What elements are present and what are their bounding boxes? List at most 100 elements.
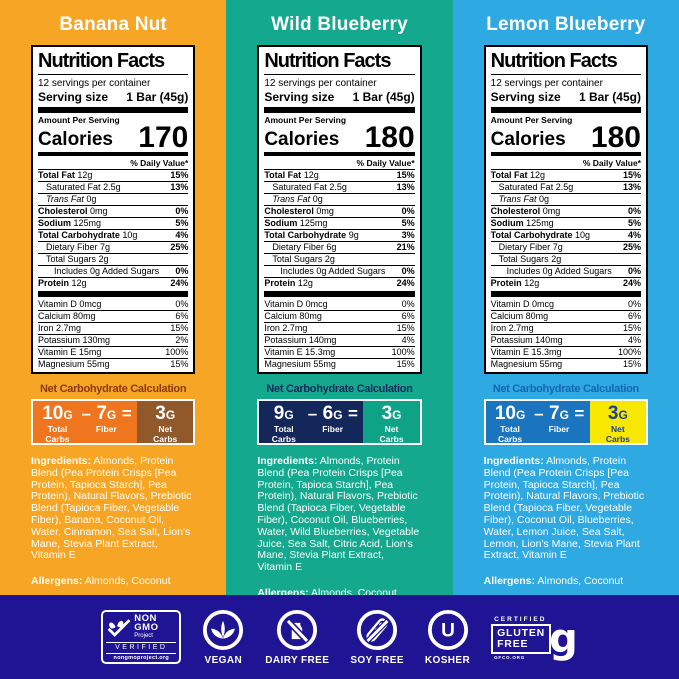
nutrient-name: Potassium 140mg <box>264 335 337 345</box>
nutrient-rows: Total Fat 12g 15% Saturated Fat 2.5g 13% Tra… <box>264 169 415 289</box>
nutrient-row: Iron 2.7mg 15% <box>38 322 189 334</box>
nutrient-name: Cholesterol 0mg <box>490 206 561 216</box>
net-carbs-value: 3 <box>381 403 393 424</box>
flavor-title: Wild Blueberry <box>271 14 408 35</box>
daily-value: 24% <box>396 278 415 288</box>
ingredients-list: Ingredients: Almonds, Protein Blend (Pea… <box>31 455 195 562</box>
fiber-unit: G <box>106 408 117 422</box>
certification-footer: NON GMO Project VERIFIED nongmoproject.o… <box>0 595 679 679</box>
daily-value: 15% <box>396 323 415 333</box>
serving-size-value: 1 Bar (45g) <box>126 90 189 104</box>
daily-value: 13% <box>170 182 189 192</box>
nutrient-row: Magnesium 55mg 15% <box>38 358 189 370</box>
serving-size-label: Serving size <box>38 90 109 104</box>
daily-value: 4% <box>175 230 189 240</box>
divider-medium <box>490 152 641 156</box>
gf-line2: FREE <box>497 638 529 650</box>
non-gmo-verified-text: VERIFIED <box>106 642 177 653</box>
daily-value: 5% <box>175 218 189 228</box>
nutrient-name: Includes 0g Added Sugars <box>280 266 386 276</box>
nutrient-row: Total Carbohydrate 9g 3% <box>264 229 415 241</box>
nutrient-row: Cholesterol 0mg 0% <box>264 205 415 217</box>
nutrient-name: Saturated Fat 2.5g <box>46 182 121 192</box>
nutrient-name: Magnesium 55mg <box>264 359 336 369</box>
allergens-text: Almonds, Coconut <box>311 586 397 595</box>
daily-value: 6% <box>175 311 189 321</box>
nutrient-row: Total Sugars 2g <box>38 253 189 265</box>
daily-value: 100% <box>617 347 641 357</box>
nutrient-name: Protein 12g <box>490 278 540 288</box>
nutrient-name: Vitamin D 0mcg <box>490 299 555 309</box>
nutrient-row: Dietary Fiber 6g 21% <box>264 241 415 253</box>
total-carbs-value: 10 <box>42 403 64 424</box>
daily-value: 0% <box>627 266 641 276</box>
daily-value: 15% <box>170 170 189 180</box>
nutrient-name: Protein 12g <box>38 278 87 288</box>
nutrient-name: Total Fat 12g <box>264 170 319 180</box>
nutrient-name: Saturated Fat 2.5g <box>272 182 347 192</box>
nutrient-row: Potassium 130mg 2% <box>38 334 189 346</box>
nutrient-name: Total Fat 12g <box>490 170 546 180</box>
allergens-label: Allergens: <box>257 586 309 595</box>
micronutrient-rows: Vitamin D 0mcg 0% Calcium 80mg 6% Iron 2.7mg… <box>490 299 641 370</box>
nutrient-row: Vitamin E 15mg 100% <box>38 346 189 358</box>
nutrient-row: Total Carbohydrate 10g 4% <box>38 229 189 241</box>
nutrient-name: Magnesium 55mg <box>490 359 563 369</box>
servings-per-container: 12 servings per container <box>38 78 151 89</box>
calories-row: Calories 180 <box>264 123 414 153</box>
nutrient-row: Saturated Fat 2.5g 13% <box>264 181 415 193</box>
gf-org-text: GFCO.ORG <box>494 655 525 660</box>
nutrient-row: Includes 0g Added Sugars 0% <box>490 265 641 277</box>
serving-size-value: 1 Bar (45g) <box>578 90 641 104</box>
nutrient-name: Cholesterol 0mg <box>264 206 334 216</box>
nutrient-name: Total Sugars 2g <box>46 254 109 264</box>
daily-value: 6% <box>627 311 641 321</box>
nutrient-row: Total Sugars 2g <box>264 253 415 265</box>
flavor-title: Lemon Blueberry <box>486 14 646 35</box>
daily-value: 15% <box>622 170 641 180</box>
daily-value: 100% <box>165 347 189 357</box>
nutrient-name: Calcium 80mg <box>264 311 322 321</box>
net-carb-title: Net Carbohydrate Calculation <box>40 383 187 395</box>
daily-value: 100% <box>391 347 415 357</box>
no-soy-icon <box>357 609 398 650</box>
nutrition-facts-heading: Nutrition Facts <box>264 49 415 75</box>
divider-thick <box>490 107 641 113</box>
equals-sign: = <box>121 404 132 423</box>
daily-value: 15% <box>170 359 189 369</box>
flavor-title: Banana Nut <box>59 14 167 35</box>
daily-value-header: % Daily Value* <box>130 158 189 168</box>
nutrient-rows: Total Fat 12g 15% Saturated Fat 2.5g 13% Tra… <box>490 169 641 289</box>
servings-per-container: 12 servings per container <box>490 78 603 89</box>
total-carbs-value: 9 <box>273 403 285 424</box>
daily-value: 5% <box>401 218 415 228</box>
daily-value: 21% <box>396 242 415 252</box>
serving-size-value: 1 Bar (45g) <box>352 90 415 104</box>
net-carbs-unit: G <box>392 408 402 422</box>
net-carbs-result: 3G Net Carbs <box>137 401 194 444</box>
svg-text:U: U <box>441 620 455 641</box>
equals-sign: = <box>574 404 585 423</box>
non-gmo-line2: GMO <box>134 622 159 633</box>
dairy-free-badge: DAIRY FREE <box>265 609 329 666</box>
total-carbs-term: 9G Total Carbs <box>265 403 303 444</box>
certified-gluten-free-badge: CERTIFIED GLUTEN FREE g GFCO.ORG <box>491 613 578 661</box>
kosher-badge: U KOSHER <box>425 609 470 666</box>
amount-per-serving-label: Amount Per Serving <box>38 115 120 125</box>
dairy-free-label: DAIRY FREE <box>265 654 330 666</box>
net-carb-calculation: 10G Total Carbs – 7G Fiber = 3G Net Carb… <box>483 399 648 445</box>
nutrient-name: Trans Fat 0g <box>46 194 97 204</box>
nutrient-name: Iron 2.7mg <box>490 323 534 333</box>
nutrient-name: Sodium 125mg <box>490 218 554 228</box>
nutrient-name: Dietary Fiber 7g <box>498 242 563 252</box>
net-carbs-value: 3 <box>607 403 619 424</box>
nutrient-name: Total Carbohydrate 9g <box>264 230 359 240</box>
serving-size-label: Serving size <box>490 90 561 104</box>
calories-label: Calories <box>490 129 566 150</box>
nutrient-row: Potassium 140mg 4% <box>490 334 641 346</box>
nutrient-row: Protein 12g 24% <box>264 277 415 289</box>
net-carb-title: Net Carbohydrate Calculation <box>492 383 640 395</box>
calories-row: Calories 170 <box>38 123 188 153</box>
gf-g-logo: g <box>549 616 578 662</box>
net-carbs-label: Net Carbs <box>153 424 178 444</box>
